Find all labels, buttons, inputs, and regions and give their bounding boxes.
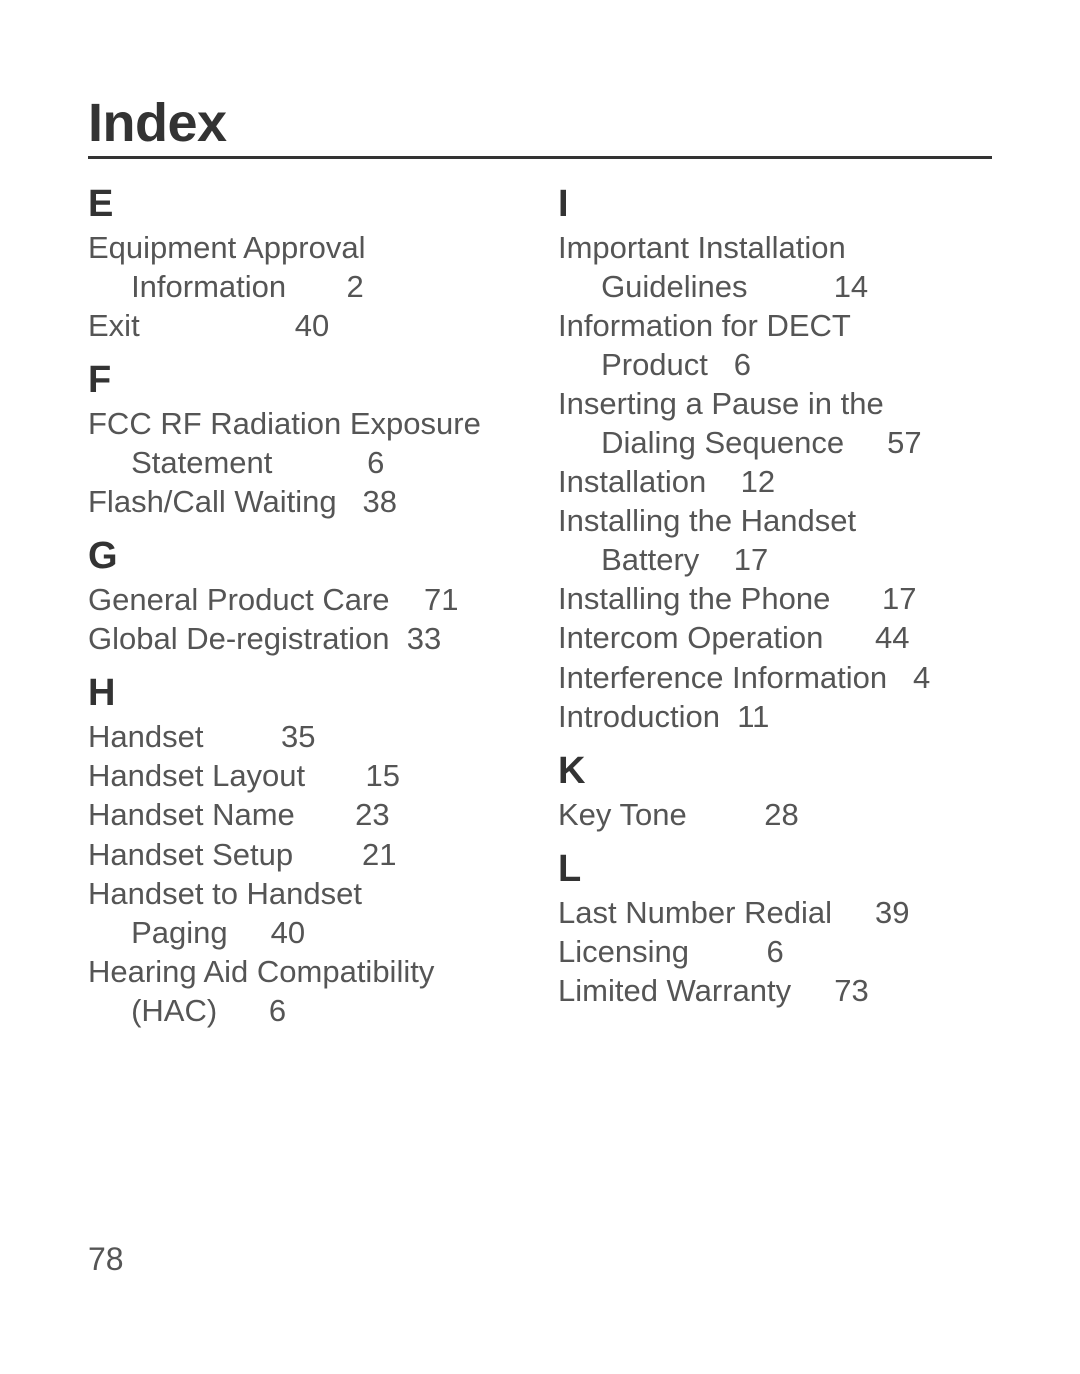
index-entry: Licensing 6 [558, 932, 992, 971]
entry-page: 6 [734, 347, 751, 382]
index-column-right: I Important Installation Guidelines 14 I… [558, 169, 992, 1030]
index-entry: FCC RF Radiation Exposure Statement 6 [88, 404, 522, 482]
entry-page: 17 [734, 542, 768, 577]
index-entry: Key Tone 28 [558, 795, 992, 834]
entry-text: Installing the Handset Battery [558, 503, 856, 577]
index-entry: Installing the Phone 17 [558, 579, 992, 618]
section-letter: G [88, 535, 522, 578]
index-entry: Equipment Approval Information 2 [88, 228, 522, 306]
section-letter: L [558, 848, 992, 891]
entry-page: 40 [271, 915, 305, 950]
entry-page: 17 [882, 581, 916, 616]
entry-page: 2 [346, 269, 363, 304]
entry-page: 28 [764, 797, 798, 832]
index-column-left: E Equipment Approval Information 2 Exit … [88, 169, 522, 1030]
index-entry: Flash/Call Waiting 38 [88, 482, 522, 521]
page-number: 78 [88, 1241, 124, 1278]
section-letter: F [88, 359, 522, 402]
entry-text: Intercom Operation [558, 620, 823, 655]
entry-text: Handset [88, 719, 203, 754]
entry-text: Equipment Approval Information [88, 230, 365, 304]
index-entry: Handset Layout 15 [88, 756, 522, 795]
entry-text: Handset Setup [88, 837, 293, 872]
index-entry: Installing the Handset Battery 17 [558, 501, 992, 579]
entry-text: Interference Information [558, 660, 887, 695]
index-entry: Handset to Handset Paging 40 [88, 874, 522, 952]
entry-text: General Product Care [88, 582, 390, 617]
entry-text: Global De-registration [88, 621, 390, 656]
entry-text: Licensing [558, 934, 689, 969]
section-letter: I [558, 183, 992, 226]
entry-text: Handset Name [88, 797, 295, 832]
entry-text: Introduction [558, 699, 720, 734]
entry-page: 15 [365, 758, 399, 793]
entry-page: 33 [407, 621, 441, 656]
index-entry: Hearing Aid Compatibility (HAC) 6 [88, 952, 522, 1030]
entry-text: Inserting a Pause in the Dialing Sequenc… [558, 386, 884, 460]
entry-text: Installation [558, 464, 706, 499]
entry-text: Limited Warranty [558, 973, 791, 1008]
entry-page: 71 [424, 582, 458, 617]
index-entry: Handset Setup 21 [88, 835, 522, 874]
index-entry: Global De-registration 33 [88, 619, 522, 658]
entry-text: Important Installation Guidelines [558, 230, 846, 304]
index-entry: Exit 40 [88, 306, 522, 345]
index-entry: Important Installation Guidelines 14 [558, 228, 992, 306]
index-entry: Information for DECT Product 6 [558, 306, 992, 384]
entry-page: 6 [367, 445, 384, 480]
entry-text: Exit [88, 308, 140, 343]
index-entry: Last Number Redial 39 [558, 893, 992, 932]
entry-page: 12 [741, 464, 775, 499]
entry-page: 35 [281, 719, 315, 754]
entry-page: 39 [875, 895, 909, 930]
index-entry: Inserting a Pause in the Dialing Sequenc… [558, 384, 992, 462]
page-title: Index [88, 92, 992, 159]
index-entry: Handset 35 [88, 717, 522, 756]
index-entry: General Product Care 71 [88, 580, 522, 619]
index-entry: Handset Name 23 [88, 795, 522, 834]
section-letter: E [88, 183, 522, 226]
entry-text: Handset Layout [88, 758, 305, 793]
entry-page: 21 [362, 837, 396, 872]
section-letter: H [88, 672, 522, 715]
entry-text: Installing the Phone [558, 581, 830, 616]
entry-page: 11 [737, 699, 769, 734]
entry-text: Last Number Redial [558, 895, 832, 930]
index-entry: Introduction 11 [558, 697, 992, 736]
entry-text: Information for DECT Product [558, 308, 851, 382]
entry-page: 38 [363, 484, 397, 519]
index-columns: E Equipment Approval Information 2 Exit … [88, 169, 992, 1030]
entry-page: 23 [355, 797, 389, 832]
entry-text: Flash/Call Waiting [88, 484, 337, 519]
entry-page: 57 [887, 425, 921, 460]
entry-page: 6 [767, 934, 784, 969]
entry-page: 40 [295, 308, 329, 343]
index-entry: Limited Warranty 73 [558, 971, 992, 1010]
entry-text: FCC RF Radiation Exposure Statement [88, 406, 481, 480]
entry-text: Hearing Aid Compatibility (HAC) [88, 954, 434, 1028]
entry-page: 44 [875, 620, 909, 655]
section-letter: K [558, 750, 992, 793]
index-entry: Intercom Operation 44 [558, 618, 992, 657]
index-entry: Installation 12 [558, 462, 992, 501]
entry-page: 14 [834, 269, 868, 304]
entry-page: 6 [269, 993, 286, 1028]
entry-page: 73 [834, 973, 868, 1008]
entry-page: 4 [913, 660, 930, 695]
entry-text: Handset to Handset Paging [88, 876, 362, 950]
entry-text: Key Tone [558, 797, 687, 832]
index-entry: Interference Information 4 [558, 658, 992, 697]
